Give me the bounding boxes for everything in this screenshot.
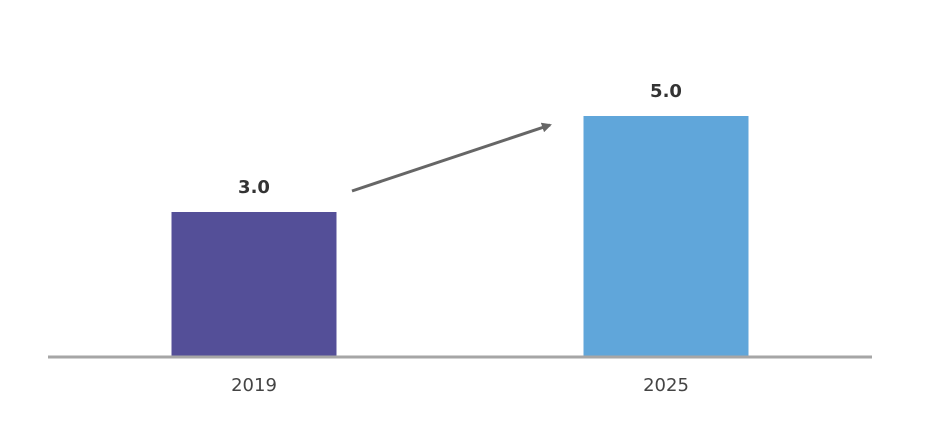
value-labels-layer: 3.0 5.0 — [238, 81, 682, 198]
bars-layer — [171, 116, 749, 356]
bar-2025 — [583, 116, 749, 356]
x-axis-tick-labels: 2019 2025 — [231, 375, 689, 396]
x-tick-label-2019: 2019 — [231, 375, 277, 396]
bar-2019 — [171, 212, 337, 356]
value-label-2019: 3.0 — [238, 177, 270, 198]
trend-arrow — [351, 122, 552, 193]
x-tick-label-2025: 2025 — [643, 375, 689, 396]
value-label-2025: 5.0 — [650, 81, 682, 102]
